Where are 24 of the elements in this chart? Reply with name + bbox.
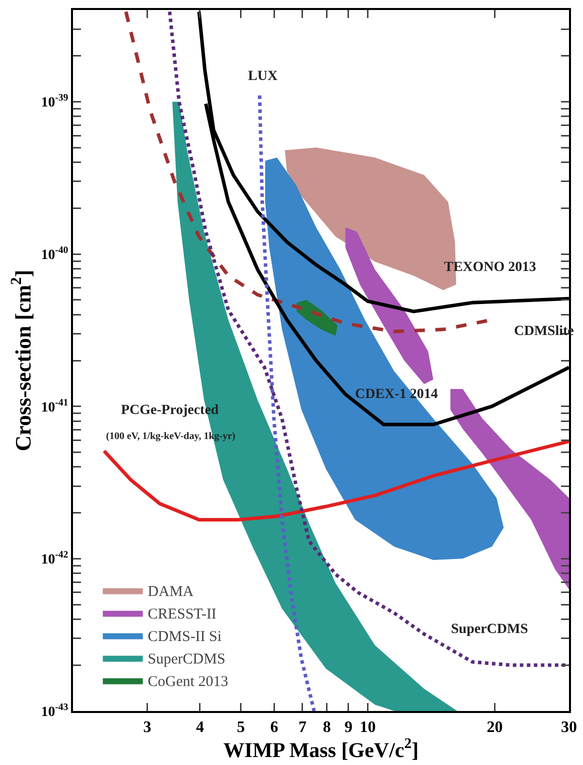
- y-tick-label: 10$^{-41}$: [41, 397, 68, 416]
- x-tick-label: 30: [561, 719, 577, 736]
- x-axis-title: WIMP Mass [GeV/c$^{2}$]: [223, 736, 419, 762]
- annotation: SuperCDMS: [451, 622, 528, 637]
- x-tick-label: 3: [143, 719, 152, 736]
- legend-label: CDMS-II Si: [148, 629, 222, 646]
- y-tick-label: 10$^{-42}$: [41, 550, 68, 568]
- x-tick-label: 6: [270, 719, 278, 736]
- x-tick-label: 4: [196, 719, 204, 736]
- x-tick-label: 20: [486, 719, 503, 736]
- annotation: LUX: [248, 69, 278, 84]
- x-tick-label: 7: [298, 719, 306, 736]
- legend-label: DAMA: [148, 584, 194, 600]
- x-tick-label: 5: [236, 719, 245, 736]
- x-tick-label: 10: [360, 719, 376, 736]
- x-tick-label: 9: [344, 719, 352, 736]
- y-tick-label: 10$^{-43}$: [41, 702, 68, 720]
- x-tick-label: 8: [322, 719, 331, 736]
- legend-label: CoGent 2013: [148, 674, 228, 690]
- annotation: TEXONO 2013: [444, 260, 536, 275]
- y-tick-label: 10$^{-39}$: [41, 92, 68, 111]
- legend-label: CRESST-II: [148, 606, 216, 623]
- y-tick-label: 10$^{-40}$: [41, 245, 68, 263]
- legend-label: SuperCDMS: [148, 652, 226, 668]
